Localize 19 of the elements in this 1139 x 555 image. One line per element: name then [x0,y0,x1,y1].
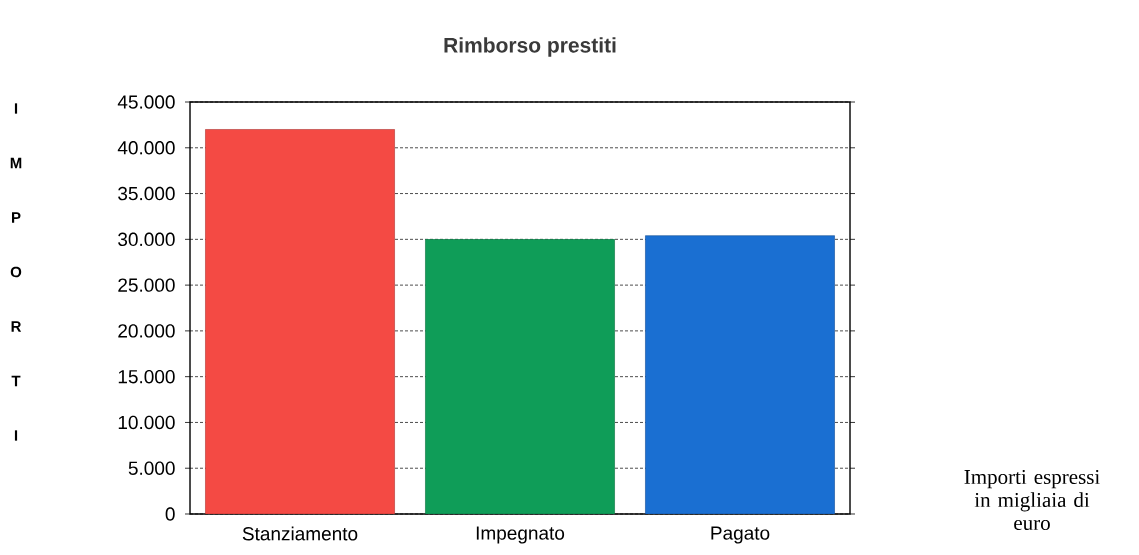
y-tick-label: 40.000 [117,141,175,155]
x-tick-label: Impegnato [476,526,565,544]
y-tick-label: 35.000 [118,186,175,201]
bar [205,129,395,514]
y-tick-label: 10.000 [118,415,175,430]
x-tick-label: Pagato [711,526,770,544]
x-tick-label: Stanziamento [242,526,358,541]
y-tick-label: 30.000 [118,232,175,247]
chart-title: Rimborso prestiti [444,37,616,57]
y-tick-label: 20.000 [118,324,175,338]
y-tick-label: 45.000 [117,95,175,109]
bar [425,239,615,514]
y-tick-label: 0 [165,507,175,521]
y-tick-label: 25.000 [118,278,175,292]
bar [645,235,835,514]
text: IMPORTI [10,103,22,441]
y-tick-label: 5.000 [128,461,175,475]
text: Importi espressi in migliaia di euro [964,469,1100,531]
y-tick-label: 15.000 [118,369,175,384]
